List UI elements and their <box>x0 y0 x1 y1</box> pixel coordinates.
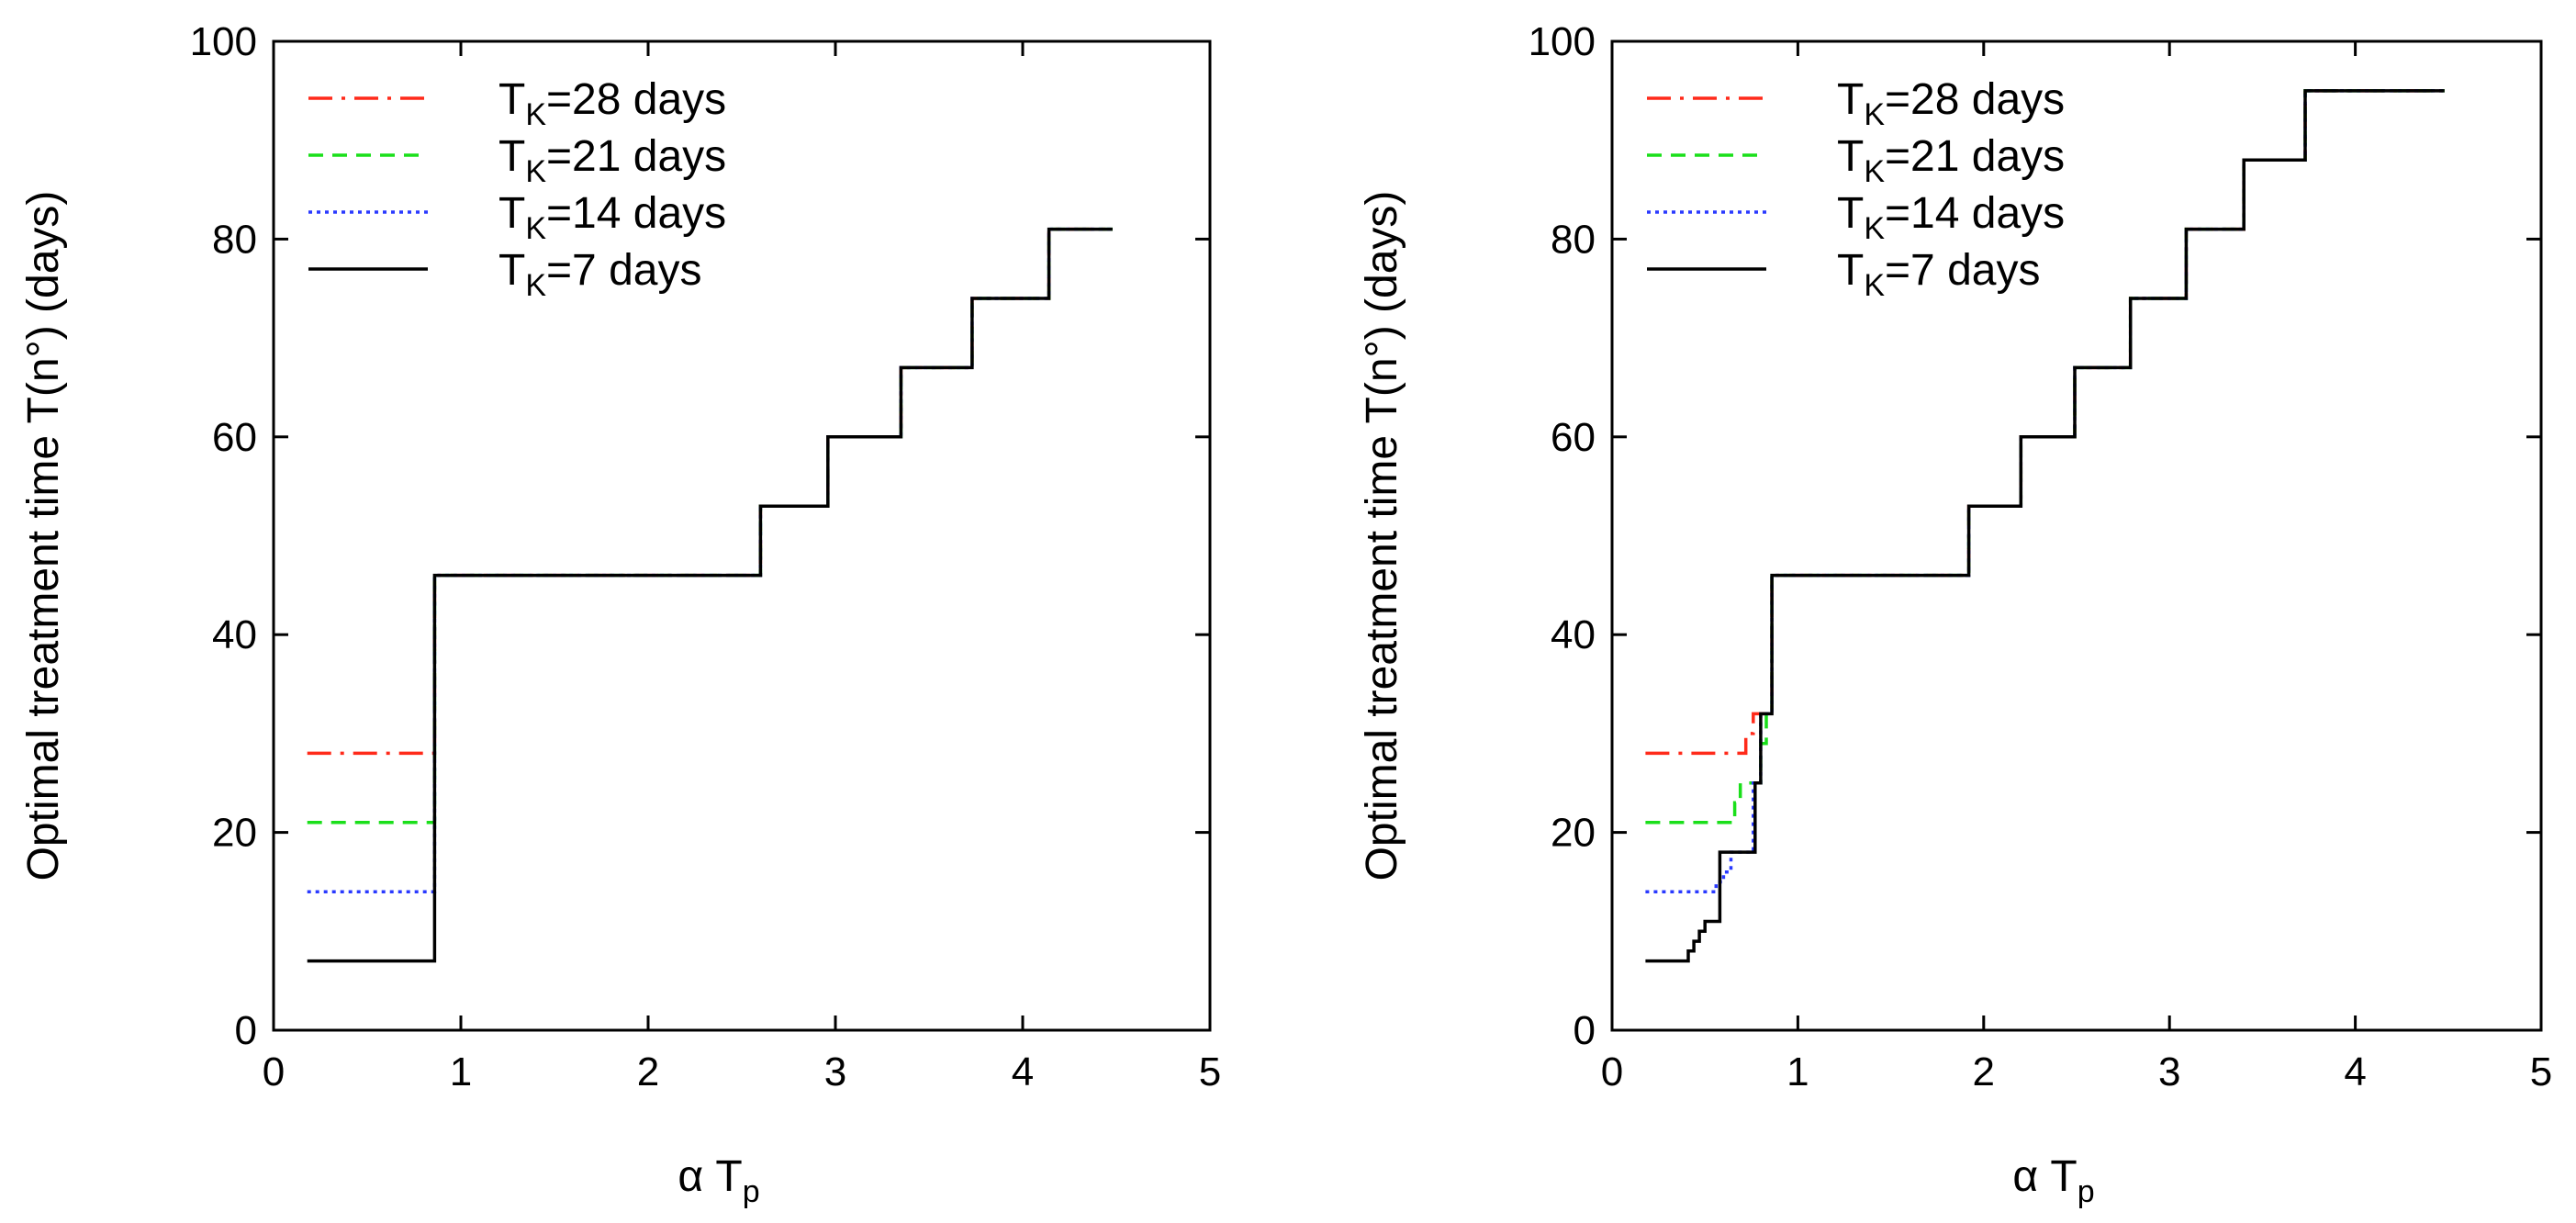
y-tick-label: 40 <box>1551 612 1596 657</box>
x-tick-label: 2 <box>637 1049 659 1094</box>
legend-label-prefix: T <box>498 189 525 238</box>
x-tick-label: 3 <box>824 1049 846 1094</box>
series-line-28-days <box>307 227 1113 756</box>
y-axis-title: Optimal treatment time T(n°) (days) <box>1358 191 1406 881</box>
x-tick-label: 4 <box>1012 1049 1034 1094</box>
legend-label: TK=28 days <box>1837 75 2065 132</box>
legend-label-suffix: =14 days <box>546 189 726 238</box>
legend-label-prefix: T <box>1837 75 1864 124</box>
y-tick-label: 100 <box>190 19 257 64</box>
y-tick-label: 20 <box>1551 811 1596 856</box>
series-line-7-days <box>307 227 1113 963</box>
legend-label: TK=28 days <box>498 75 726 132</box>
legend-label: TK=21 days <box>498 132 726 189</box>
y-tick-label: 20 <box>212 811 257 856</box>
plot-frame <box>1610 39 2543 1032</box>
legend-label: TK=14 days <box>1837 189 2065 246</box>
legend-label-prefix: T <box>1837 246 1864 295</box>
y-tick-label: 0 <box>1574 1008 1596 1053</box>
legend-label-suffix: =28 days <box>546 75 726 124</box>
legend-label-prefix: T <box>498 132 525 181</box>
y-tick-label: 80 <box>1551 217 1596 262</box>
legend-label-subscript: K <box>525 211 546 246</box>
y-axis-title: Optimal treatment time T(n°) (days) <box>19 191 68 881</box>
y-tick-label: 60 <box>1551 415 1596 460</box>
y-tick-label: 60 <box>212 415 257 460</box>
legend-label-subscript: K <box>525 268 546 303</box>
legend-label-subscript: K <box>525 154 546 189</box>
x-tick-label: 1 <box>1786 1049 1809 1094</box>
x-tick-label: 0 <box>1601 1049 1623 1094</box>
legend-label-prefix: T <box>498 246 525 295</box>
y-tick-label: 0 <box>235 1008 257 1053</box>
legend-label-subscript: K <box>1864 97 1885 132</box>
legend-label-subscript: K <box>1864 154 1885 189</box>
x-axis-title-main: α T <box>2012 1152 2077 1201</box>
legend-label-subscript: K <box>525 97 546 132</box>
legend-label-prefix: T <box>498 75 525 124</box>
legend-label-suffix: =21 days <box>546 132 726 181</box>
x-axis-title-main: α T <box>678 1152 742 1201</box>
x-tick-label: 5 <box>1199 1049 1221 1094</box>
legend-label-suffix: =7 days <box>1885 246 2040 295</box>
legend-label: TK=21 days <box>1837 132 2065 189</box>
legend-label-prefix: T <box>1837 132 1864 181</box>
legend-label: TK=7 days <box>498 246 701 303</box>
x-tick-label: 2 <box>1973 1049 1995 1094</box>
series-line-21-days <box>307 227 1113 825</box>
plot-frame <box>272 39 1212 1032</box>
x-tick-label: 3 <box>2158 1049 2180 1094</box>
legend-label-suffix: =7 days <box>546 246 701 295</box>
x-tick-label: 0 <box>263 1049 285 1094</box>
x-axis-title-subscript: p <box>2078 1174 2095 1209</box>
legend-label-suffix: =28 days <box>1885 75 2065 124</box>
legend-label: TK=7 days <box>1837 246 2040 303</box>
x-axis-title-subscript: p <box>743 1174 760 1209</box>
legend-label-subscript: K <box>1864 268 1885 303</box>
x-axis-title: α Tp <box>2012 1152 2094 1209</box>
legend-label: TK=14 days <box>498 189 726 246</box>
legend-label-suffix: =14 days <box>1885 189 2065 238</box>
x-tick-label: 5 <box>2530 1049 2552 1094</box>
x-tick-label: 4 <box>2344 1049 2366 1094</box>
legend-label-suffix: =21 days <box>1885 132 2065 181</box>
y-tick-label: 40 <box>212 612 257 657</box>
series-line-14-days <box>307 227 1113 893</box>
y-tick-label: 80 <box>212 217 257 262</box>
legend-label-subscript: K <box>1864 211 1885 246</box>
chart-panel-2: 0 1 2 3 4 5 0 20 40 60 80 100 α Tp Optimal treatment … <box>1358 19 2552 1209</box>
legend-label-prefix: T <box>1837 189 1864 238</box>
x-tick-label: 1 <box>450 1049 472 1094</box>
y-tick-label: 100 <box>1529 19 1596 64</box>
x-axis-title: α Tp <box>678 1152 759 1209</box>
chart-panel-1: 0 1 2 3 4 5 0 20 40 60 80 100 α Tp Optimal treatment … <box>19 19 1221 1209</box>
series-line-7-days <box>1645 89 2445 963</box>
